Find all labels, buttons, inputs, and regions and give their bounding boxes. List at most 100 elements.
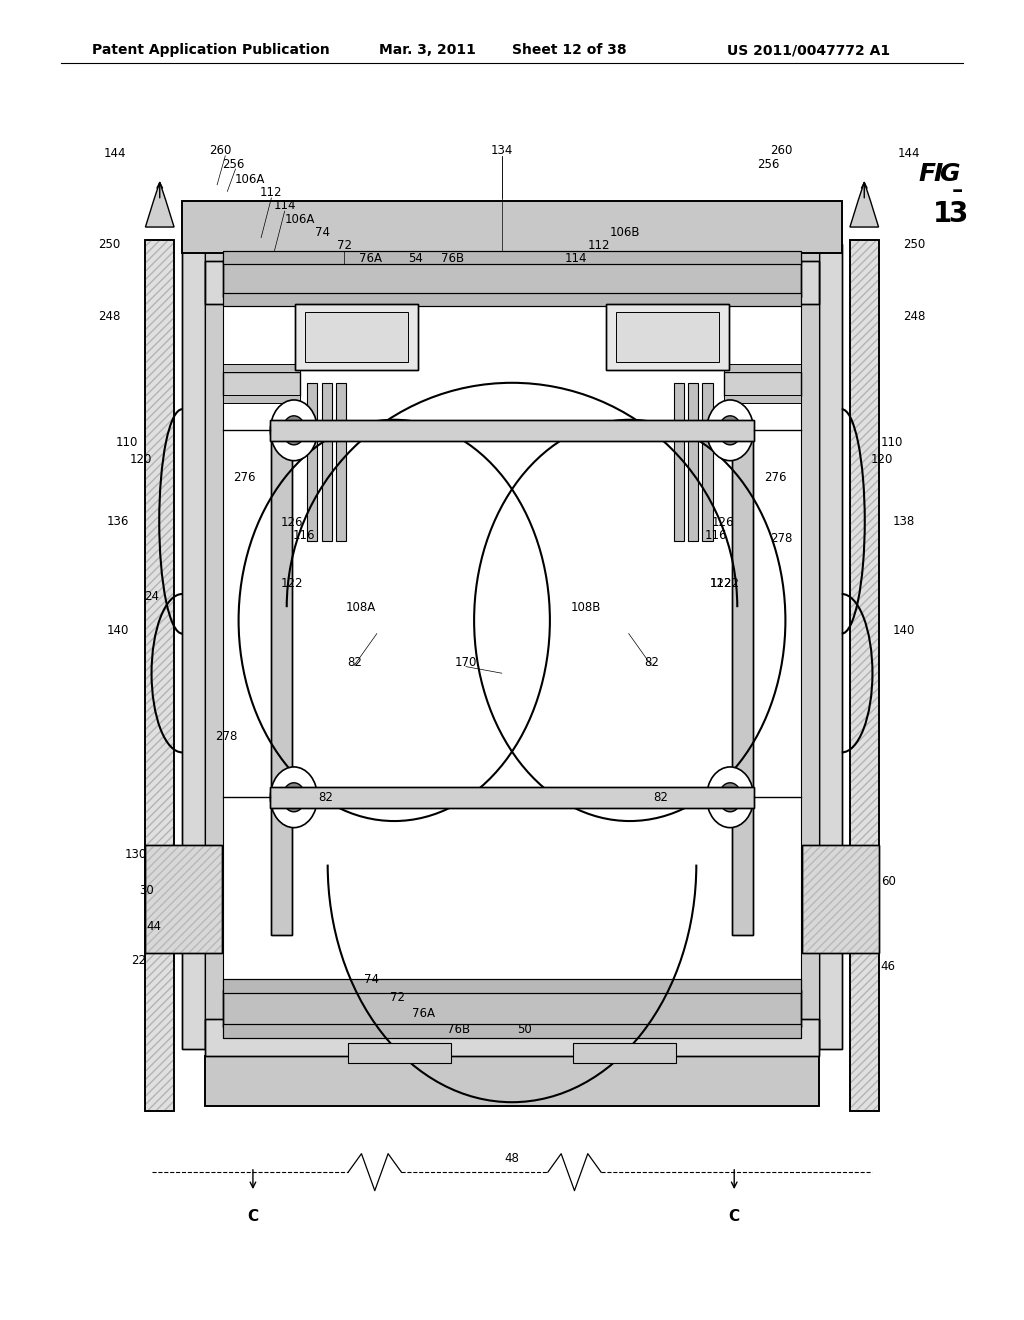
Bar: [223, 990, 801, 1027]
Bar: [182, 201, 842, 253]
Text: 260: 260: [209, 144, 231, 157]
Text: 276: 276: [233, 471, 256, 484]
Bar: [223, 1024, 801, 1038]
Bar: [223, 979, 801, 993]
Text: 50: 50: [517, 1023, 531, 1036]
Text: 112: 112: [588, 239, 610, 252]
Bar: [223, 251, 801, 264]
Text: 140: 140: [893, 624, 915, 638]
Text: 144: 144: [103, 147, 126, 160]
Bar: [802, 845, 879, 953]
Bar: [270, 787, 754, 808]
Bar: [270, 420, 754, 441]
Bar: [819, 244, 842, 1049]
Bar: [145, 845, 222, 953]
Text: 120: 120: [870, 453, 893, 466]
Text: 1122: 1122: [710, 577, 739, 590]
Text: 256: 256: [222, 158, 245, 172]
Text: 44: 44: [146, 920, 162, 933]
Bar: [271, 430, 292, 935]
Bar: [223, 293, 801, 306]
Text: G: G: [939, 162, 959, 186]
Text: 106A: 106A: [234, 173, 265, 186]
Bar: [271, 430, 292, 935]
Text: Sheet 12 of 38: Sheet 12 of 38: [512, 44, 627, 57]
Text: 54: 54: [409, 252, 423, 265]
Text: 122: 122: [710, 577, 732, 590]
Text: 72: 72: [337, 239, 351, 252]
Text: 1: 1: [933, 199, 951, 228]
Text: 3: 3: [948, 199, 967, 228]
Bar: [801, 244, 819, 1049]
Bar: [205, 1056, 819, 1106]
Text: I: I: [933, 162, 943, 186]
Text: 82: 82: [318, 791, 333, 804]
Text: 112: 112: [260, 186, 283, 199]
Circle shape: [283, 783, 305, 812]
Text: 114: 114: [273, 199, 296, 213]
Text: 76A: 76A: [413, 1007, 435, 1020]
Text: 144: 144: [898, 147, 921, 160]
Circle shape: [707, 767, 754, 828]
Text: 278: 278: [770, 532, 793, 545]
Bar: [702, 383, 713, 541]
Text: 82: 82: [347, 656, 361, 669]
Bar: [223, 251, 801, 264]
Bar: [205, 1019, 819, 1056]
Bar: [674, 383, 684, 541]
Bar: [336, 383, 346, 541]
Bar: [724, 395, 801, 403]
Text: 110: 110: [881, 436, 903, 449]
Bar: [223, 979, 801, 993]
Text: 74: 74: [365, 973, 379, 986]
Text: 82: 82: [653, 791, 668, 804]
Bar: [348, 1043, 451, 1063]
Bar: [688, 383, 698, 541]
Text: 120: 120: [129, 453, 152, 466]
Circle shape: [707, 400, 754, 461]
Bar: [145, 845, 222, 953]
Text: –: –: [952, 181, 963, 202]
Text: 106B: 106B: [609, 226, 640, 239]
Text: 48: 48: [505, 1152, 519, 1166]
Bar: [205, 261, 819, 304]
Bar: [850, 240, 879, 1111]
Text: 260: 260: [770, 144, 793, 157]
Circle shape: [283, 416, 305, 445]
Bar: [270, 787, 754, 808]
Text: 250: 250: [903, 238, 926, 251]
Text: 116: 116: [293, 529, 315, 543]
Text: 24: 24: [143, 590, 159, 603]
Bar: [145, 240, 174, 1111]
Text: 126: 126: [712, 516, 734, 529]
Text: 82: 82: [644, 656, 658, 669]
Text: 30: 30: [139, 884, 154, 898]
Text: US 2011/0047772 A1: US 2011/0047772 A1: [727, 44, 890, 57]
Bar: [850, 240, 879, 1111]
Bar: [732, 430, 753, 935]
Bar: [850, 240, 879, 1111]
Text: 126: 126: [281, 516, 303, 529]
Bar: [802, 845, 879, 953]
Bar: [223, 260, 801, 297]
Bar: [295, 304, 418, 370]
Bar: [573, 1043, 676, 1063]
Text: 106A: 106A: [285, 213, 315, 226]
Bar: [295, 304, 418, 370]
Text: 248: 248: [98, 310, 121, 323]
Text: 134: 134: [490, 144, 513, 157]
Text: 136: 136: [106, 515, 129, 528]
Bar: [305, 312, 408, 362]
Text: 76B: 76B: [447, 1023, 470, 1036]
Text: Mar. 3, 2011: Mar. 3, 2011: [379, 44, 476, 57]
Text: Patent Application Publication: Patent Application Publication: [92, 44, 330, 57]
Text: 60: 60: [881, 875, 896, 888]
Bar: [145, 240, 174, 1111]
Text: 276: 276: [764, 471, 786, 484]
Text: 76A: 76A: [359, 252, 382, 265]
Text: 116: 116: [705, 529, 727, 543]
Text: 278: 278: [215, 730, 238, 743]
Text: 108A: 108A: [345, 601, 376, 614]
Polygon shape: [850, 182, 879, 227]
Bar: [223, 364, 300, 372]
